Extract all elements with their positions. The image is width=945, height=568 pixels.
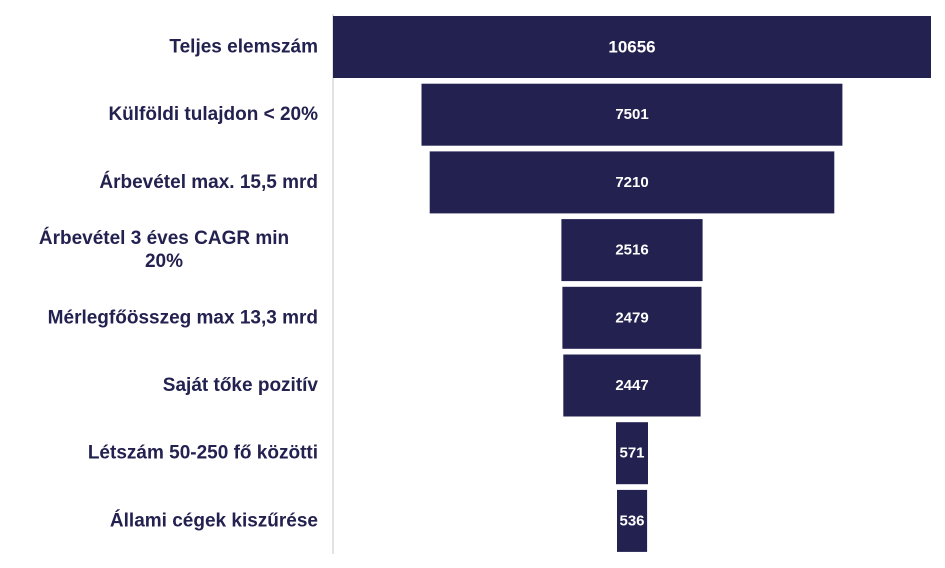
funnel-bar <box>562 286 702 349</box>
bar-value-label: 2479 <box>615 309 648 326</box>
category-label: Mérlegfőösszeg max 13,3 mrd <box>48 307 318 328</box>
category-label-group: Teljes elemszám Külföldi tulajdon < 20% Ár… <box>39 37 319 532</box>
funnel-bar <box>429 151 835 214</box>
bar-value-label: 571 <box>619 445 644 462</box>
bar-value-label: 2516 <box>615 242 648 259</box>
category-label: Árbevétel max. 15,5 mrd <box>99 171 318 193</box>
funnel-bar <box>616 422 648 485</box>
category-label: Létszám 50-250 fő közötti <box>88 443 318 464</box>
category-label-line: Árbevétel 3 éves CAGR min <box>39 227 289 249</box>
funnel-bar <box>333 16 931 78</box>
category-label: Saját tőke pozitív <box>163 375 319 396</box>
category-label-line: 20% <box>145 251 183 272</box>
funnel-bar <box>563 354 701 417</box>
category-label: Árbevétel 3 éves CAGR min 20% <box>39 227 289 272</box>
bar-value-label: 10656 <box>608 38 655 57</box>
value-label-group: 10656 7501 7210 2516 2479 2447 571 536 <box>608 38 655 530</box>
bar-value-label: 536 <box>619 512 644 529</box>
category-label: Külföldi tulajdon < 20% <box>108 104 318 125</box>
category-label: Teljes elemszám <box>169 37 318 58</box>
bar-value-label: 7501 <box>615 106 648 123</box>
bar-value-label: 2447 <box>615 377 648 394</box>
funnel-bar <box>617 489 648 552</box>
category-label: Állami cégek kiszűrése <box>110 509 318 531</box>
bar-value-label: 7210 <box>615 174 648 191</box>
funnel-bar <box>421 83 843 146</box>
bar-group <box>333 16 931 552</box>
funnel-bar <box>561 219 703 282</box>
